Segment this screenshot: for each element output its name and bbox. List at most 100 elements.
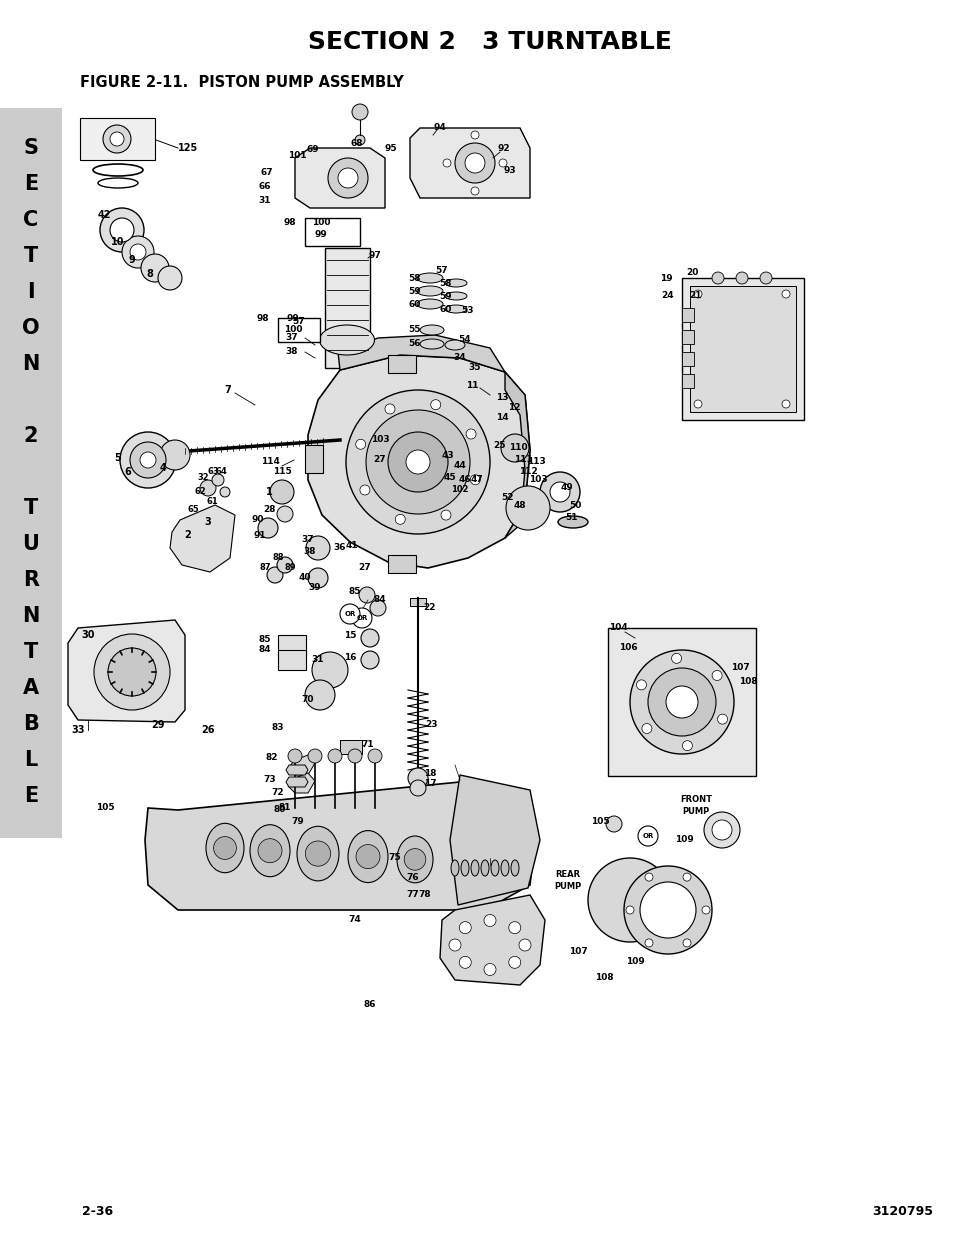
Circle shape — [328, 158, 368, 198]
Circle shape — [636, 679, 646, 690]
Text: 107: 107 — [568, 947, 587, 956]
Circle shape — [711, 820, 731, 840]
Circle shape — [644, 873, 652, 881]
Bar — [388, 555, 416, 573]
Text: 25: 25 — [494, 441, 506, 450]
Text: 75: 75 — [388, 853, 401, 862]
Circle shape — [312, 652, 348, 688]
Text: 77: 77 — [406, 890, 419, 899]
Text: L: L — [25, 750, 37, 769]
Circle shape — [360, 629, 378, 647]
Text: 99: 99 — [314, 230, 327, 238]
Circle shape — [470, 474, 479, 484]
Ellipse shape — [419, 325, 443, 335]
Ellipse shape — [558, 516, 587, 529]
Text: 50: 50 — [568, 500, 580, 510]
Text: 6: 6 — [125, 467, 132, 477]
Bar — [277, 317, 319, 342]
Circle shape — [352, 104, 368, 120]
Text: T: T — [24, 498, 38, 517]
Ellipse shape — [348, 831, 388, 883]
Text: 81: 81 — [278, 804, 291, 813]
Text: 28: 28 — [263, 505, 276, 515]
Circle shape — [140, 452, 156, 468]
Text: 55: 55 — [408, 326, 421, 335]
Text: 41: 41 — [345, 541, 358, 550]
Text: 48: 48 — [513, 500, 526, 510]
Bar — [305, 445, 323, 473]
Circle shape — [288, 748, 302, 763]
Text: 21: 21 — [689, 290, 701, 300]
Text: 59: 59 — [439, 291, 452, 300]
Text: 85: 85 — [258, 636, 271, 645]
Text: 30: 30 — [81, 630, 94, 640]
Polygon shape — [80, 119, 154, 161]
Text: 18: 18 — [423, 769, 436, 778]
Text: 23: 23 — [425, 720, 437, 730]
Text: I: I — [27, 282, 34, 303]
Circle shape — [352, 608, 372, 629]
Circle shape — [500, 433, 529, 462]
Text: 109: 109 — [625, 957, 643, 967]
Circle shape — [781, 400, 789, 408]
Text: A: A — [23, 678, 39, 698]
Circle shape — [458, 956, 471, 968]
Text: 16: 16 — [343, 653, 355, 662]
Circle shape — [220, 487, 230, 496]
Circle shape — [339, 604, 359, 624]
Text: 27: 27 — [374, 456, 386, 464]
Ellipse shape — [444, 305, 467, 312]
Text: REAR: REAR — [555, 871, 580, 879]
Circle shape — [103, 125, 131, 153]
Circle shape — [130, 245, 146, 261]
Text: 44: 44 — [453, 461, 466, 469]
Circle shape — [308, 748, 322, 763]
Circle shape — [108, 648, 156, 697]
Text: 109: 109 — [674, 836, 693, 845]
Circle shape — [629, 650, 733, 755]
Text: 125: 125 — [177, 143, 198, 153]
Circle shape — [348, 748, 361, 763]
Text: 1: 1 — [265, 487, 273, 496]
Text: 42: 42 — [97, 210, 111, 220]
Text: 85: 85 — [349, 588, 361, 597]
Circle shape — [141, 254, 169, 282]
Circle shape — [760, 272, 771, 284]
Circle shape — [385, 404, 395, 414]
Polygon shape — [288, 773, 314, 793]
Text: 38: 38 — [303, 547, 315, 557]
Text: 56: 56 — [408, 340, 421, 348]
Text: 26: 26 — [201, 725, 214, 735]
Text: 61: 61 — [206, 498, 217, 506]
Text: 40: 40 — [298, 573, 311, 583]
Text: 45: 45 — [443, 473, 456, 483]
Text: 22: 22 — [423, 604, 436, 613]
Circle shape — [355, 440, 365, 450]
Text: OR: OR — [344, 611, 355, 618]
Circle shape — [505, 487, 550, 530]
Text: 11: 11 — [465, 380, 477, 389]
Circle shape — [270, 480, 294, 504]
Circle shape — [449, 939, 460, 951]
Circle shape — [110, 132, 124, 146]
Text: 103: 103 — [528, 475, 547, 484]
Text: 100: 100 — [312, 217, 330, 226]
Text: 38: 38 — [286, 347, 298, 357]
Ellipse shape — [460, 860, 469, 876]
Text: 93: 93 — [503, 165, 516, 174]
Circle shape — [464, 153, 484, 173]
Text: 2: 2 — [24, 426, 38, 446]
Circle shape — [693, 290, 701, 298]
Text: 106: 106 — [618, 643, 637, 652]
Circle shape — [644, 939, 652, 947]
Circle shape — [306, 536, 330, 559]
Ellipse shape — [250, 825, 290, 877]
Text: 49: 49 — [560, 483, 573, 493]
Text: 112: 112 — [518, 468, 537, 477]
Text: 13: 13 — [496, 394, 508, 403]
Circle shape — [355, 135, 365, 144]
Ellipse shape — [471, 860, 478, 876]
Text: 58: 58 — [439, 279, 452, 288]
Circle shape — [366, 410, 470, 514]
Text: 47: 47 — [470, 475, 483, 484]
